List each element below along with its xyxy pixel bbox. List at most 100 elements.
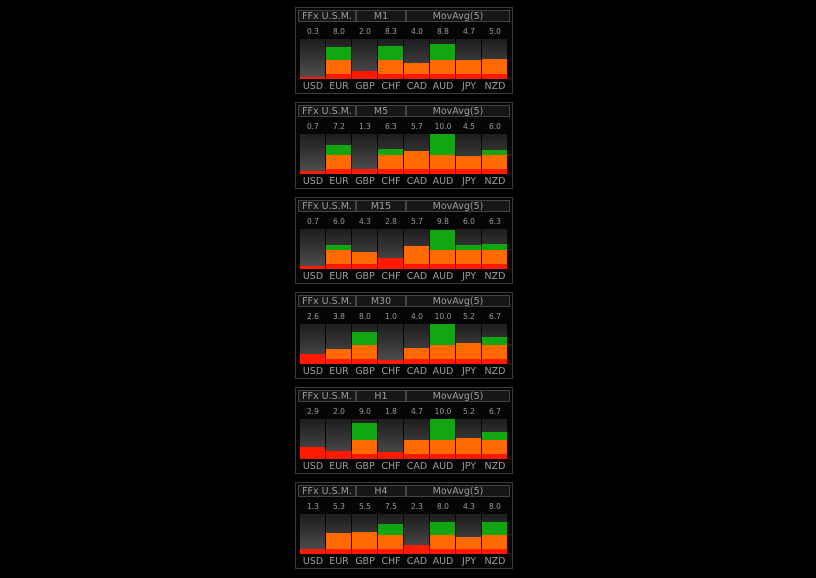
- currency-label-nzd: NZD: [484, 81, 506, 92]
- strength-fill-usd: [300, 266, 325, 269]
- strength-value-jpy: 4.5: [463, 122, 475, 131]
- value-row: 2.9 2.0 9.0 1.8 4.7 10.0 5.2 6.7: [300, 407, 508, 416]
- currency-label-aud: AUD: [432, 271, 454, 282]
- strength-bar-chf: [378, 324, 403, 364]
- smoothing-label: MovAvg(5): [406, 485, 510, 497]
- currency-label-aud: AUD: [432, 366, 454, 377]
- strength-value-gbp: 4.3: [359, 217, 371, 226]
- currency-label-aud: AUD: [432, 81, 454, 92]
- strength-bar-eur: [326, 39, 351, 79]
- meter-panel-m5: FFx U.S.M. M5 MovAvg(5) 0.7 7.2 1.3 6.3 5.7 10.0…: [295, 102, 513, 189]
- strength-value-cad: 5.7: [411, 122, 423, 131]
- currency-label-cad: CAD: [406, 461, 428, 472]
- strength-value-chf: 7.5: [385, 502, 397, 511]
- currency-label-gbp: GBP: [355, 176, 375, 187]
- currency-label-row: USD EUR GBP CHF CAD AUD JPY NZD: [300, 81, 508, 92]
- smoothing-label: MovAvg(5): [406, 295, 510, 307]
- strength-bar-gbp: [352, 514, 377, 554]
- timeframe-label: M30: [356, 295, 406, 307]
- strength-value-eur: 2.0: [333, 407, 345, 416]
- strength-value-cad: 2.3: [411, 502, 423, 511]
- strength-bar-aud: [430, 514, 455, 554]
- currency-label-aud: AUD: [432, 461, 454, 472]
- strength-fill-usd: [300, 77, 325, 79]
- strength-value-nzd: 8.0: [489, 502, 501, 511]
- strength-fill-nzd: [482, 337, 507, 364]
- currency-label-jpy: JPY: [461, 81, 477, 92]
- currency-label-eur: EUR: [329, 461, 349, 472]
- currency-label-usd: USD: [302, 461, 324, 472]
- strength-fill-eur: [326, 533, 351, 554]
- timeframe-label: M1: [356, 10, 406, 22]
- strength-bar-chf: [378, 39, 403, 79]
- smoothing-label: MovAvg(5): [406, 200, 510, 212]
- strength-fill-eur: [326, 349, 351, 364]
- strength-bar-usd: [300, 514, 325, 554]
- strength-fill-gbp: [352, 169, 377, 174]
- strength-bar-aud: [430, 229, 455, 269]
- currency-label-nzd: NZD: [484, 556, 506, 567]
- strength-value-jpy: 6.0: [463, 217, 475, 226]
- value-row: 0.7 6.0 4.3 2.8 5.7 9.8 6.0 6.3: [300, 217, 508, 226]
- strength-value-usd: 0.7: [307, 122, 319, 131]
- strength-fill-eur: [326, 451, 351, 459]
- strength-fill-cad: [404, 348, 429, 364]
- strength-bar-chf: [378, 419, 403, 459]
- strength-fill-aud: [430, 324, 455, 364]
- strength-value-aud: 8.0: [437, 502, 449, 511]
- strength-bar-eur: [326, 514, 351, 554]
- strength-value-chf: 1.8: [385, 407, 397, 416]
- strength-bar-cad: [404, 514, 429, 554]
- currency-label-gbp: GBP: [355, 556, 375, 567]
- currency-label-usd: USD: [302, 176, 324, 187]
- strength-value-usd: 0.3: [307, 27, 319, 36]
- strength-bar-eur: [326, 419, 351, 459]
- strength-fill-nzd: [482, 59, 507, 79]
- strength-bar-gbp: [352, 324, 377, 364]
- strength-bar-jpy: [456, 134, 481, 174]
- currency-label-eur: EUR: [329, 176, 349, 187]
- strength-fill-jpy: [456, 343, 481, 364]
- strength-fill-usd: [300, 171, 325, 174]
- strength-value-eur: 5.3: [333, 502, 345, 511]
- strength-fill-aud: [430, 522, 455, 554]
- currency-label-nzd: NZD: [484, 271, 506, 282]
- strength-bar-aud: [430, 324, 455, 364]
- strength-value-eur: 6.0: [333, 217, 345, 226]
- strength-fill-eur: [326, 145, 351, 174]
- strength-value-nzd: 5.0: [489, 27, 501, 36]
- panel-header: FFx U.S.M. M15 MovAvg(5): [298, 200, 510, 212]
- strength-bar-nzd: [482, 39, 507, 79]
- strength-bar-nzd: [482, 419, 507, 459]
- panel-header: FFx U.S.M. M5 MovAvg(5): [298, 105, 510, 117]
- bar-row: [300, 419, 508, 459]
- currency-label-eur: EUR: [329, 556, 349, 567]
- strength-value-aud: 10.0: [434, 407, 452, 416]
- strength-fill-gbp: [352, 423, 377, 459]
- strength-fill-jpy: [456, 156, 481, 174]
- strength-bar-chf: [378, 134, 403, 174]
- currency-label-row: USD EUR GBP CHF CAD AUD JPY NZD: [300, 556, 508, 567]
- currency-label-usd: USD: [302, 271, 324, 282]
- strength-bar-cad: [404, 324, 429, 364]
- strength-fill-aud: [430, 134, 455, 174]
- strength-bar-gbp: [352, 229, 377, 269]
- strength-bar-nzd: [482, 134, 507, 174]
- strength-bar-usd: [300, 324, 325, 364]
- strength-value-eur: 8.0: [333, 27, 345, 36]
- timeframe-label: M5: [356, 105, 406, 117]
- strength-bar-chf: [378, 229, 403, 269]
- strength-fill-aud: [430, 44, 455, 79]
- strength-fill-chf: [378, 149, 403, 174]
- currency-label-eur: EUR: [329, 81, 349, 92]
- indicator-name: FFx U.S.M.: [298, 295, 356, 307]
- strength-bar-cad: [404, 39, 429, 79]
- strength-bar-gbp: [352, 419, 377, 459]
- strength-value-cad: 4.0: [411, 312, 423, 321]
- strength-bar-gbp: [352, 134, 377, 174]
- panel-header: FFx U.S.M. M30 MovAvg(5): [298, 295, 510, 307]
- currency-label-nzd: NZD: [484, 366, 506, 377]
- currency-label-row: USD EUR GBP CHF CAD AUD JPY NZD: [300, 176, 508, 187]
- indicator-name: FFx U.S.M.: [298, 105, 356, 117]
- bar-row: [300, 134, 508, 174]
